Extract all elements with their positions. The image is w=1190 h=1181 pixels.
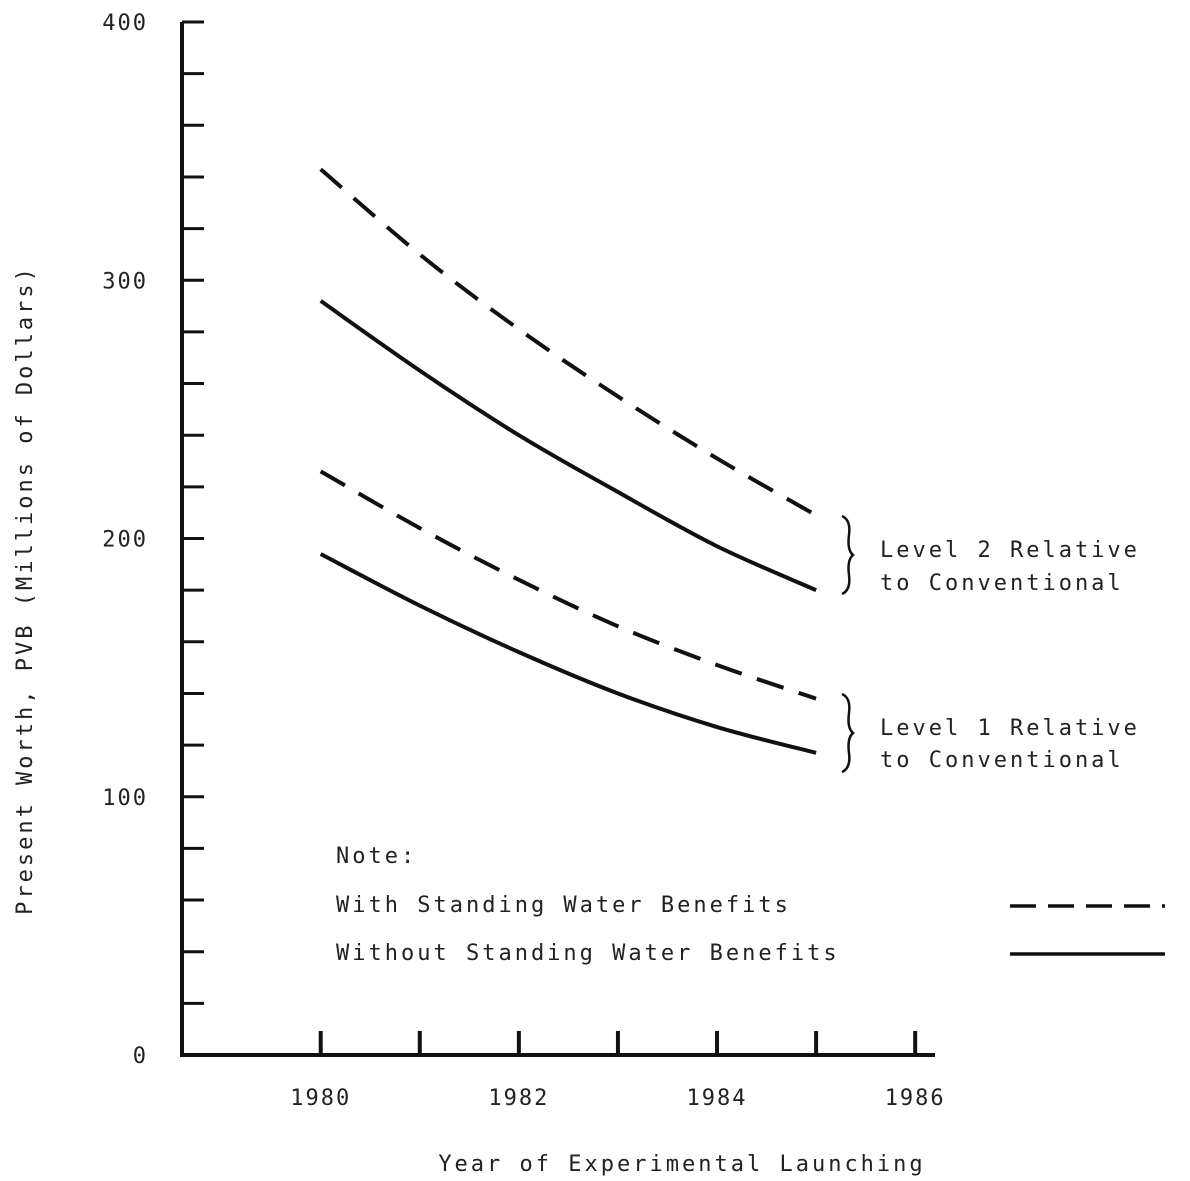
level1-annotation-line1: Level 1 Relative [880, 716, 1140, 741]
level2-solid-line [319, 299, 817, 592]
x-tick-label: 1986 [885, 1086, 946, 1111]
level2-annotation-line1: Level 2 Relative [880, 538, 1140, 563]
x-tick-labels: 1980 1982 1984 1986 [290, 1086, 946, 1111]
legend: Note: With Standing Water Benefits Witho… [336, 844, 1165, 966]
level1-annotation: Level 1 Relative to Conventional [841, 692, 1140, 774]
level1-brace [841, 692, 855, 774]
y-ticks [182, 20, 204, 1057]
y-tick-label: 0 [133, 1044, 148, 1069]
x-axis-title: Year of Experimental Launching [438, 1152, 925, 1177]
y-axis-title: Present Worth, PVB (Millions of Dollars) [13, 265, 38, 915]
legend-with-label: With Standing Water Benefits [336, 893, 791, 918]
y-tick-label: 300 [102, 269, 148, 294]
level1-annotation-line2: to Conventional [880, 748, 1124, 773]
y-tick-label: 100 [102, 786, 148, 811]
level2-annotation-line2: to Conventional [880, 571, 1124, 596]
x-tick-label: 1982 [488, 1086, 549, 1111]
level2-brace [841, 514, 855, 596]
y-tick-label: 200 [102, 528, 148, 553]
level2-annotation: Level 2 Relative to Conventional [841, 514, 1140, 596]
level1-solid-line [319, 552, 817, 755]
y-tick-label: 400 [102, 11, 148, 36]
level1-dashed-line [319, 469, 817, 701]
y-tick-labels: 0 100 200 300 400 [102, 11, 148, 1069]
x-tick-label: 1984 [687, 1086, 748, 1111]
series-layer [319, 167, 818, 755]
x-tick-label: 1980 [290, 1086, 351, 1111]
level2-dashed-line [319, 167, 818, 517]
x-ticks [318, 1031, 918, 1055]
legend-without-label: Without Standing Water Benefits [336, 941, 840, 966]
legend-note-heading: Note: [336, 844, 417, 869]
